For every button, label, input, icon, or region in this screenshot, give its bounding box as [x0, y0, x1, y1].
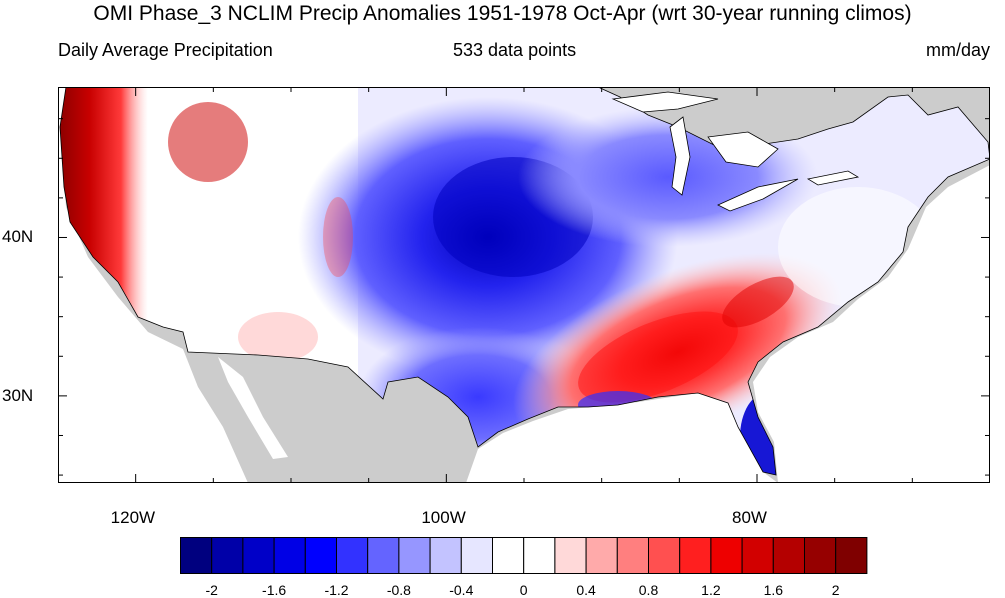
colorbar: [180, 537, 868, 574]
us-outline: [59, 87, 990, 476]
colorbar-box: [304, 537, 338, 574]
atlantic-ocean: [753, 165, 990, 483]
colorbar-label: -1.2: [324, 582, 349, 598]
colorbar-label: -0.8: [386, 582, 411, 598]
colorbar-box: [772, 537, 805, 574]
colorbar-label: 0.4: [576, 582, 596, 598]
colorbar-box: [523, 537, 556, 574]
colorbar-box: [336, 537, 369, 574]
colorbar-box: [648, 537, 681, 574]
colorbar-box: [804, 537, 837, 574]
lon-tick-label: 120W: [110, 508, 156, 527]
colorbar-box: [367, 537, 400, 574]
colorbar-label: 1.6: [763, 582, 784, 598]
colorbar-box: [429, 537, 462, 574]
lat-tick-label: 30N: [2, 385, 34, 405]
lon-tick-label: 100W: [421, 508, 466, 527]
colorbar-label: 0: [519, 582, 528, 598]
colorbar-box: [273, 537, 306, 574]
axis-ticks: [58, 87, 990, 483]
colorbar-label: 0.8: [638, 582, 659, 598]
lat-tick-label: 40N: [2, 227, 34, 247]
precip-anomaly-map: [58, 87, 990, 483]
colorbar-box: [460, 537, 493, 574]
colorbar-box: [492, 537, 525, 574]
colorbar-box: [554, 537, 587, 574]
colorbar-box: [180, 537, 213, 574]
colorbar-box: [585, 537, 618, 574]
colorbar-label: 1.2: [701, 582, 721, 598]
lon-tick-label: 80W: [732, 508, 767, 527]
map-title: OMI Phase_3 NCLIM Precip Anomalies 1951-…: [93, 2, 912, 25]
gulf-of-mexico: [466, 393, 778, 483]
lake-superior: [611, 91, 719, 113]
units-label: mm/day: [925, 40, 990, 60]
colorbar-label: 2: [831, 582, 840, 598]
colorbar-box: [211, 537, 244, 574]
colorbar-label: -1.6: [262, 582, 287, 598]
lake-ontario: [806, 170, 860, 186]
variable-label: Daily Average Precipitation: [58, 40, 273, 60]
colorbar-box: [242, 537, 275, 574]
colorbar-box: [741, 537, 774, 574]
data-points-label: 533 data points: [453, 40, 577, 60]
gulf-of-california: [218, 357, 288, 459]
colorbar-box: [835, 537, 868, 574]
colorbar-label: -0.4: [449, 582, 474, 598]
lake-huron: [707, 131, 779, 168]
lake-erie: [717, 178, 799, 212]
colorbar-box: [710, 537, 743, 574]
colorbar-box: [679, 537, 712, 574]
colorbar-box: [616, 537, 649, 574]
pacific-ocean: [58, 87, 248, 483]
lake-michigan: [669, 116, 691, 196]
colorbar-label: -2: [205, 582, 218, 598]
colorbar-box: [398, 537, 431, 574]
